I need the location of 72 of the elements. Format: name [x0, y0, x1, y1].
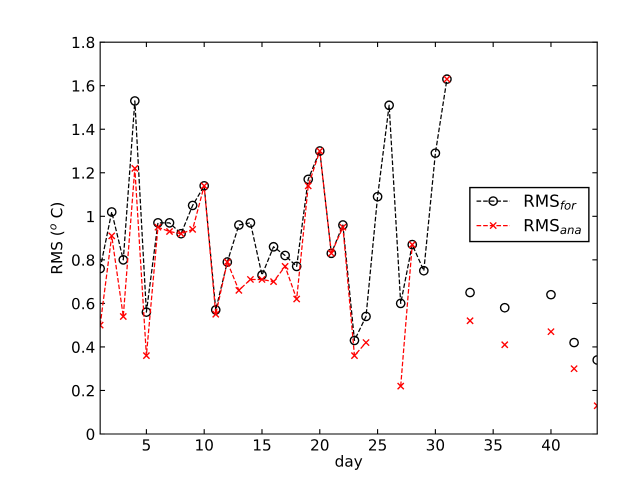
point [281, 262, 289, 270]
point [119, 312, 128, 320]
point [547, 328, 555, 336]
point [153, 218, 163, 228]
point [303, 174, 314, 184]
point [350, 336, 360, 346]
point [304, 182, 312, 190]
point [108, 232, 116, 240]
y-axis-title: RMS ($^{o}$ C) [50, 203, 64, 274]
x-tick-label: 40 [542, 439, 560, 451]
y-tick-label: 0.2 [72, 384, 94, 396]
point [546, 290, 556, 300]
point [396, 298, 406, 308]
point [292, 295, 300, 303]
y-tick-label: 1.8 [72, 36, 94, 48]
x-tick-label: 10 [196, 439, 213, 451]
y-tick-label: 1.6 [72, 80, 94, 92]
y-tick-label: 0.8 [72, 254, 94, 266]
y-tick-label: 1.2 [72, 167, 94, 179]
point [465, 288, 475, 298]
point [418, 266, 429, 276]
point [500, 340, 509, 349]
point [154, 223, 162, 232]
x-tick-label: 25 [368, 439, 386, 451]
point [131, 164, 139, 172]
legend-label: RMS$_{for}$ [524, 194, 577, 210]
point [372, 192, 382, 202]
point [210, 305, 221, 315]
point [130, 96, 140, 106]
point [362, 338, 370, 346]
point [339, 223, 347, 232]
point [384, 100, 394, 110]
point [257, 270, 267, 280]
point [142, 307, 152, 317]
point [246, 218, 256, 228]
point [569, 338, 579, 348]
point [188, 226, 196, 234]
point [292, 262, 302, 272]
y-tick-label: 0.4 [72, 341, 94, 353]
point [570, 364, 578, 373]
point [268, 242, 278, 252]
point [234, 220, 244, 230]
point [235, 286, 243, 294]
legend-label: RMS$_{ana}$ [524, 218, 581, 234]
point [500, 302, 510, 313]
point [212, 310, 220, 318]
point [142, 352, 150, 360]
x-tick-label: 35 [484, 439, 502, 451]
point [466, 316, 474, 325]
point [361, 312, 371, 322]
y-tick-label: 1.4 [72, 124, 94, 136]
point [270, 278, 278, 286]
point [338, 220, 348, 230]
x-axis-title: day [335, 455, 362, 470]
point [246, 276, 254, 284]
x-tick-label: 30 [426, 439, 444, 451]
point [106, 207, 117, 217]
point [164, 218, 174, 228]
point [166, 228, 174, 236]
point [430, 148, 440, 158]
point [188, 200, 198, 210]
y-tick-label: 0 [86, 428, 94, 440]
point [396, 382, 405, 390]
x-tick-label: 5 [142, 439, 150, 451]
x-tick-label: 15 [254, 439, 270, 451]
point [350, 352, 358, 360]
y-tick-label: 1 [87, 210, 94, 222]
point [258, 276, 266, 284]
y-tick-label: 0.6 [72, 298, 94, 310]
point [280, 250, 290, 260]
point [118, 254, 128, 265]
x-tick-label: 20 [311, 439, 328, 451]
